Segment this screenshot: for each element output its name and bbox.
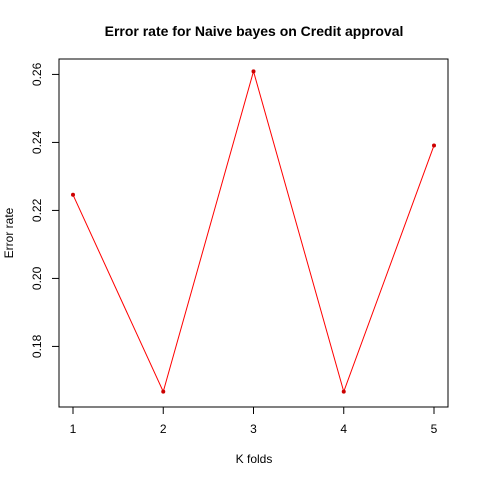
y-tick-label: 0.24 [30, 130, 44, 154]
data-point [341, 389, 346, 394]
y-axis-label: Error rate [2, 207, 16, 258]
y-tick-label: 0.18 [30, 334, 44, 358]
y-tick-label: 0.20 [30, 266, 44, 290]
x-tick-label: 2 [160, 422, 167, 436]
data-point [251, 69, 256, 74]
plot-box [58, 58, 449, 408]
data-point [71, 192, 75, 197]
chart-title: Error rate for Naive bayes on Credit app… [105, 23, 404, 39]
x-tick-label: 3 [250, 422, 257, 436]
x-tick-label: 1 [70, 422, 77, 436]
y-tick-label: 0.26 [30, 62, 44, 86]
data-point [161, 389, 166, 394]
x-axis-label: K folds [236, 452, 273, 466]
data-point [432, 143, 436, 148]
x-tick-label: 4 [340, 422, 347, 436]
error-rate-series [71, 69, 436, 394]
series-line [72, 69, 435, 394]
x-tick-label: 5 [431, 422, 438, 436]
y-axis: 0.18 0.20 0.22 0.24 0.26 [30, 62, 60, 358]
x-axis: 1 2 3 4 5 [70, 406, 438, 436]
y-tick-label: 0.22 [30, 198, 44, 222]
